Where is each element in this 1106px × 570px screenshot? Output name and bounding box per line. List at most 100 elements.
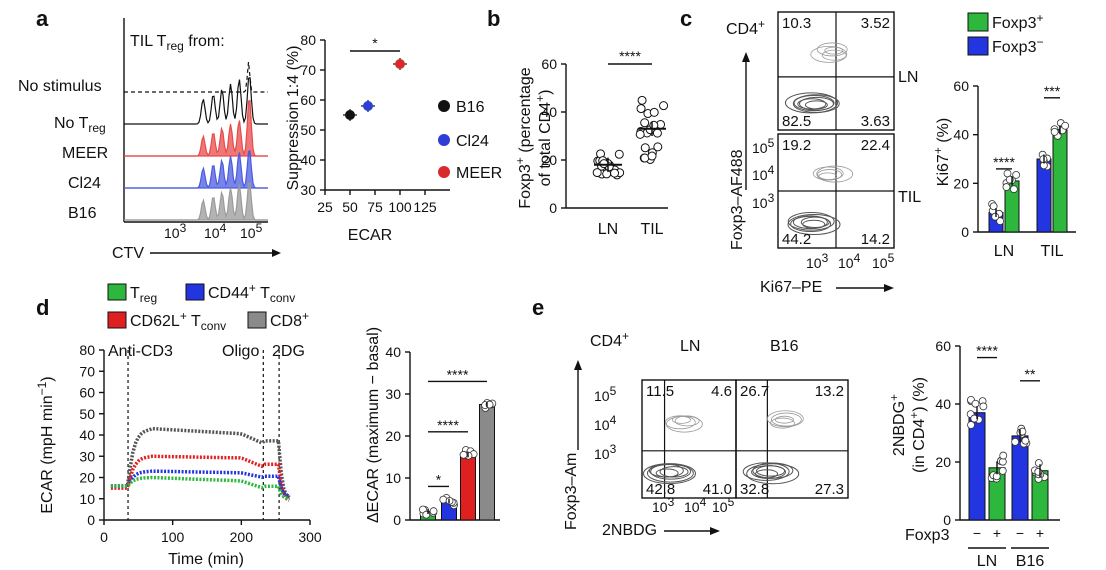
a-scatter-ytick-5: 80	[300, 32, 316, 48]
e-bar-0-dot	[970, 414, 979, 423]
a-scatter-ytick-1: 40	[300, 152, 316, 168]
panel-c-bar: Foxp3+ Foxp3− Ki67+ (%) 0 20 40 60 LN **** TIL…	[931, 11, 1076, 260]
c-bar-ln-0-dot	[996, 217, 1005, 226]
c-flow-til-contour-upper	[818, 172, 838, 181]
e-flow-b16-contour	[756, 465, 786, 477]
e-bar-0-dot	[979, 402, 988, 411]
e-bar-1-dot	[998, 467, 1007, 475]
d-line-ylabel: ECAR (mpH min−1)	[35, 376, 56, 513]
b-point-ln	[599, 159, 609, 169]
panel-d-bar: ΔECAR (maximum − basal) 010203040*******…	[365, 327, 500, 528]
e-bar-sign-0: −	[973, 525, 981, 541]
a-scatter-ytick-3: 60	[300, 92, 316, 108]
c-flow-til-contour-upper	[817, 169, 843, 180]
e-flow-ln-contour	[648, 463, 684, 478]
hist-xtick-3: 105	[240, 221, 263, 241]
b-ylabel-line1: Foxp3+ (percentage	[513, 67, 534, 208]
d-bar-1-dot	[439, 495, 448, 504]
c-flow-ln-label: LN	[898, 69, 918, 86]
e-bar-2-dot	[1011, 438, 1020, 446]
e-xtick-2: 104	[684, 495, 707, 515]
e-bar-sig-1: **	[1025, 366, 1036, 382]
e-x-arrow-head	[710, 527, 720, 535]
c-xtick-1: 103	[806, 251, 829, 271]
d-bar-sig-0: *	[436, 471, 442, 487]
b-point-til	[635, 129, 645, 139]
d-line-ytick-6: 60	[79, 385, 95, 401]
b-point-til	[637, 95, 647, 105]
b-ytick-2: 40	[541, 104, 557, 120]
e-flow-b16-q-lr: 27.3	[815, 481, 844, 498]
e-x-label: 2NBDG	[602, 522, 657, 539]
b-ylabel-line2: of total CD4+)	[533, 90, 554, 187]
a-scatter-ytick-2: 50	[300, 122, 316, 138]
c-flow-til-contour	[800, 216, 830, 228]
d-bar-0-dot	[422, 510, 431, 519]
c-bar-ytick-2: 40	[953, 127, 969, 143]
e-bar-group-ln: LN	[977, 553, 997, 570]
e-bar-sign-2: −	[1016, 525, 1024, 541]
c-bar-sig-1: ***	[1044, 83, 1061, 99]
e-xtick-1: 103	[652, 495, 675, 515]
c-flow-til-q-ll: 44.2	[782, 231, 811, 248]
e-y-arrow-head	[574, 360, 582, 370]
c-bar-ln-0-dot	[989, 202, 998, 211]
c-flow-ln-contour-upper	[821, 49, 847, 61]
b-point-til	[640, 143, 650, 153]
d-line-xtick-0: 0	[100, 529, 108, 545]
e-bar-2-bar	[1011, 435, 1029, 521]
c-legend-swatch-foxp3-pos	[967, 12, 989, 32]
e-cd4-label: CD4+	[590, 329, 629, 350]
b-point-ln	[610, 168, 620, 178]
e-flow-b16-contour-upper	[770, 412, 802, 427]
d-line-ytick-2: 20	[79, 470, 95, 486]
e-flow-b16-frame	[735, 379, 849, 499]
e-flow-ln-contour-upper	[672, 415, 691, 424]
e-bar-ytick-0: 0	[943, 512, 951, 528]
d-legend-swatch-cd44	[185, 283, 205, 301]
d-line-ytick-5: 50	[79, 406, 95, 422]
b-point-til	[659, 101, 669, 111]
e-plot-label-b16: B16	[770, 338, 799, 355]
a-scatter-point-b16	[345, 110, 355, 120]
e-flow-ln-contour-upper	[674, 415, 700, 427]
e-ytick-2: 104	[594, 413, 617, 433]
panel-label-d: d	[36, 295, 49, 320]
d-line-series-2	[110, 469, 290, 498]
panel-e-flow: CD4+ Foxp3–Am LN B16 11.5 4.6 42.8 41.0 26.7…	[563, 329, 849, 539]
a-scatter-xtick-1: 50	[342, 199, 358, 215]
b-ytick-0: 0	[549, 200, 557, 216]
c-flow-til-q-lr: 14.2	[861, 231, 890, 248]
e-bar-group-b16: B16	[1016, 553, 1045, 570]
d-line-ytick-8: 80	[79, 342, 95, 358]
a-scatter-point-cl24	[363, 101, 373, 111]
e-bar-3-dot	[1034, 467, 1043, 476]
b-point-til	[640, 118, 650, 128]
e-flow-b16-contour-upper	[766, 410, 804, 428]
e-bar-0-dot	[967, 421, 975, 429]
a-scatter-xtick-0: 25	[317, 199, 333, 215]
d-legend-swatch-cd62l	[107, 311, 127, 329]
c-bar-ln-1-dot	[1002, 183, 1011, 191]
d-bar-2-bar	[460, 454, 476, 521]
e-flow-ln-q-ll: 42.8	[646, 481, 675, 498]
e-flow-ln-contour	[659, 466, 689, 478]
panel-a-histograms: TIL Treg from: No stimulus No Treg MEER …	[18, 18, 281, 262]
d-line-xlabel: Time (min)	[168, 551, 244, 568]
c-bar-ylabel: Ki67+ (%)	[931, 118, 952, 186]
c-bar-til-0-bar	[1036, 158, 1052, 233]
e-flow-b16-q-ll: 32.8	[740, 481, 769, 498]
a-legend-marker-meer	[438, 166, 450, 178]
a-scatter-point-meer	[395, 59, 405, 69]
c-flow-ln-contour	[798, 96, 834, 111]
c-y-label: Foxp3–AF488	[729, 149, 746, 250]
d-bar-3-bar	[479, 404, 495, 521]
d-bar-ytick-3: 30	[385, 386, 401, 402]
c-cd4-label: CD4+	[726, 17, 765, 38]
a-scatter-xtick-2: 75	[367, 199, 383, 215]
d-line-xtick-3: 300	[298, 529, 322, 545]
d-bar-ytick-4: 40	[385, 344, 401, 360]
a-scatter-xtick-4: 125	[413, 199, 437, 215]
c-bar-til-1-dot	[1050, 127, 1059, 136]
